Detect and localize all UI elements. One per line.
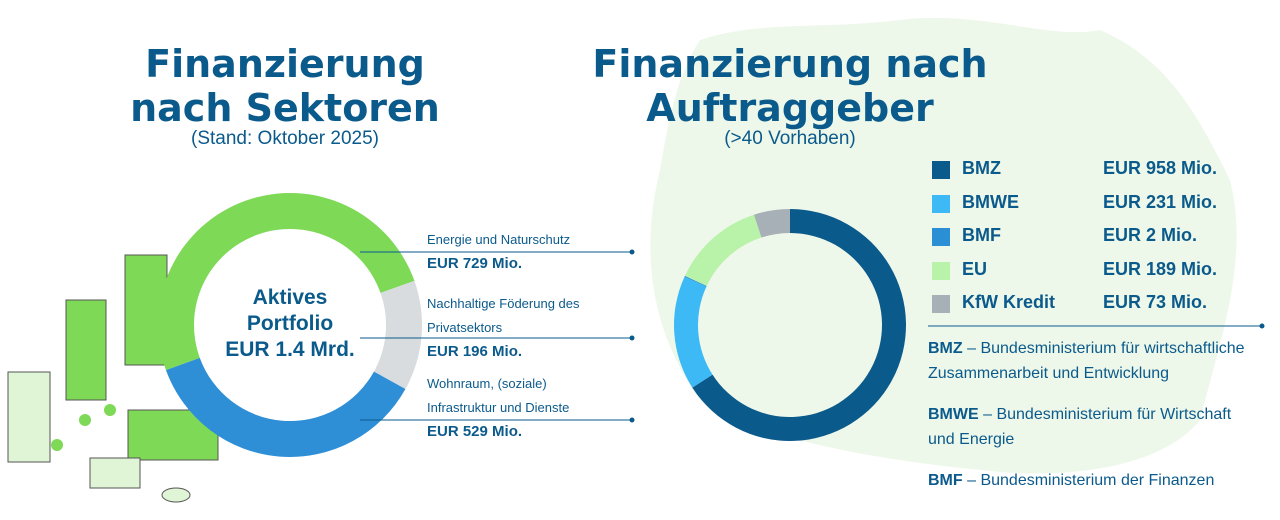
- definition-text: – Bundesministerium für Wirtschaft und E…: [928, 406, 1232, 448]
- legend-value: EUR 231 Mio.: [1103, 191, 1218, 212]
- center-label: Aktives Portfolio EUR 1.4 Mrd.: [200, 285, 380, 363]
- subtitle: (>40 Vorhaben): [724, 128, 856, 149]
- definition-text: – Bundesministerium für wirtschaftliche …: [928, 340, 1245, 382]
- category-label: Nachhaltige Föderung des Privatsektors: [427, 296, 580, 335]
- center-text: Portfolio: [246, 312, 334, 335]
- legend-label: BMZ: [962, 158, 1001, 178]
- donut-segment: [158, 193, 415, 371]
- title-lines: Finanzierung nach Sektoren: [115, 42, 455, 130]
- legend-label: BMF: [962, 225, 1001, 245]
- definition-text: – Bundesministerium der Finanzen: [967, 472, 1215, 489]
- legend-swatch: [932, 295, 950, 313]
- title: Finanzierung: [145, 42, 425, 86]
- definition-abbr: BMF: [928, 472, 963, 489]
- donut-segment: [674, 276, 713, 388]
- legend-label: KfW Kredit: [962, 292, 1055, 312]
- value-label: EUR 729 Mio.: [427, 255, 523, 272]
- title: nach Sektoren: [130, 86, 440, 130]
- legend-swatch: [932, 261, 950, 280]
- segment-label: Energie und Naturschutz EUR 729 Mio.: [427, 228, 617, 276]
- category-label: Energie und Naturschutz: [427, 232, 571, 247]
- leader-dot: [629, 335, 635, 341]
- definition-abbr: BMWE: [928, 406, 979, 423]
- legend-label: EU: [962, 258, 988, 279]
- legend-swatch: [932, 161, 950, 179]
- definitions: BMZ – Bundesministerium für wirtschaftli…: [928, 336, 1248, 509]
- value-label: EUR 196 Mio.: [427, 343, 523, 360]
- value-label: EUR 529 Mio.: [427, 423, 523, 440]
- legend-value: EUR 2 Mio.: [1103, 225, 1198, 245]
- legend-rule-dot: [1259, 323, 1265, 329]
- legend-swatch: [932, 194, 950, 213]
- legend-value: EUR 958 Mio.: [1103, 158, 1218, 178]
- title: Finanzierung nach: [592, 42, 988, 86]
- definition-abbr: BMZ: [928, 340, 963, 357]
- segment-label: Wohnraum, (soziale) Infrastruktur und Di…: [427, 372, 617, 444]
- category-label: Wohnraum, (soziale) Infrastruktur und Di…: [427, 376, 570, 415]
- definition: BMZ – Bundesministerium für wirtschaftli…: [928, 336, 1248, 386]
- definition: BMF – Bundesministerium der Finanzen: [928, 468, 1248, 493]
- title: Auftraggeber: [646, 86, 934, 130]
- donut-segment: [373, 280, 422, 390]
- definition: BMWE – Bundesministerium für Wirtschaft …: [928, 402, 1248, 452]
- segment-label: Nachhaltige Föderung des Privatsektors EU…: [427, 292, 617, 364]
- donut-segment: [684, 214, 762, 286]
- donut-segment: [684, 275, 707, 287]
- legend-label: BMWE: [962, 191, 1019, 212]
- title-lines: Finanzierung nach Auftraggeber: [580, 42, 1000, 130]
- subtitle: (Stand: Oktober 2025): [191, 128, 379, 149]
- leader-dot: [629, 417, 635, 423]
- legend-value: EUR 189 Mio.: [1103, 258, 1218, 279]
- legend-swatch: [932, 228, 950, 246]
- center-text: EUR 1.4 Mrd.: [225, 338, 355, 361]
- center-text: Aktives: [252, 286, 328, 309]
- leader-dot: [629, 249, 635, 255]
- donut-segment: [165, 357, 406, 458]
- legend-value: EUR 73 Mio.: [1103, 292, 1208, 312]
- donut-segment: [753, 209, 790, 238]
